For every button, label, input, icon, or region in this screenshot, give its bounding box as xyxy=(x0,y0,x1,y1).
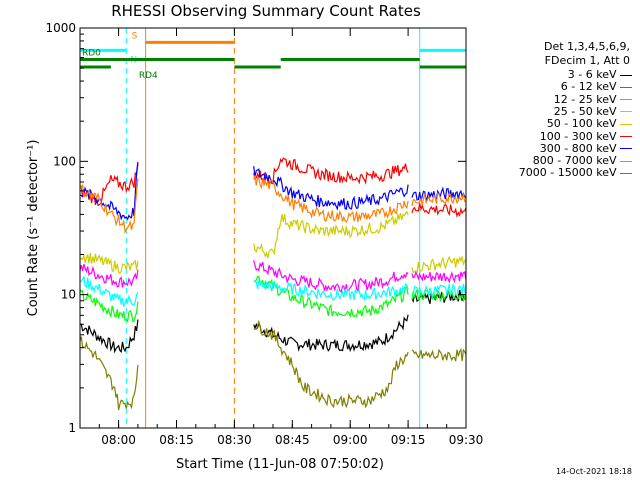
series-6-segment-1 xyxy=(253,166,409,211)
series-8-segment-2 xyxy=(411,347,467,362)
y-tick-label-3: 1000 xyxy=(45,21,76,35)
legend-label: 25 - 50 keV xyxy=(553,104,620,118)
legend-entry-4: 50 - 100 keV xyxy=(547,118,632,130)
y-tick-label-2: 100 xyxy=(53,154,76,168)
series-1-segment-0 xyxy=(79,263,139,288)
series-8-segment-1 xyxy=(253,319,409,409)
series-4-segment-0 xyxy=(79,253,139,275)
series-0-segment-0 xyxy=(80,319,139,354)
legend-entry-8: 7000 - 15000 keV xyxy=(519,167,632,179)
series-3-segment-1 xyxy=(253,279,409,302)
timestamp-footer: 14-Oct-2021 18:18 xyxy=(556,467,632,476)
legend-label: 12 - 25 keV xyxy=(553,92,620,106)
flag-label-rd4: RD4 xyxy=(139,71,158,81)
x-tick-label-3: 08:45 xyxy=(275,433,310,447)
legend-entry-2: 12 - 25 keV xyxy=(553,92,632,106)
legend-swatch xyxy=(620,136,632,137)
legend-swatch xyxy=(620,99,632,101)
legend-entry-0: 3 - 6 keV xyxy=(568,69,632,81)
y-axis-label: Count Rate (s⁻¹ detector⁻¹) xyxy=(26,140,41,317)
x-tick-label-5: 09:15 xyxy=(391,433,426,447)
legend-entry-6: 300 - 800 keV xyxy=(539,141,632,155)
x-tick-label-1: 08:15 xyxy=(159,433,194,447)
y-tick-label-0: 1 xyxy=(68,421,76,435)
x-tick-label-0: 08:00 xyxy=(101,433,136,447)
chart-title: RHESSI Observing Summary Count Rates xyxy=(111,2,421,20)
series-2-segment-0 xyxy=(79,288,139,323)
legend-swatch xyxy=(620,123,632,125)
legend-entry-1: 6 - 12 keV xyxy=(561,81,632,93)
x-tick-label-4: 09:00 xyxy=(333,433,368,447)
series-5-segment-1 xyxy=(253,157,409,185)
legend-swatch xyxy=(620,74,632,76)
flag-label-s: S xyxy=(132,31,138,41)
axis-ticks: 08:00 08:15 08:30 08:45 09:00 09:15 09:30 1 10 10… xyxy=(45,21,483,447)
series-3-segment-0 xyxy=(79,275,139,307)
legend-entry-5: 100 - 300 keV xyxy=(539,129,632,143)
series-1-segment-1 xyxy=(253,260,409,293)
series-7-segment-0 xyxy=(79,178,139,234)
legend-header-line-2: FDecim 1, Att 0 xyxy=(544,54,630,67)
legend-label: 6 - 12 keV xyxy=(560,80,620,94)
series-8-segment-0 xyxy=(79,336,139,411)
legend-swatch xyxy=(620,160,632,162)
legend-swatch xyxy=(620,86,632,88)
legend-label: 50 - 100 keV xyxy=(546,117,620,131)
series-7-segment-1 xyxy=(253,175,409,224)
legend-swatch xyxy=(620,172,632,174)
series-0-segment-1 xyxy=(253,314,409,353)
legend-label: 7000 - 15000 keV xyxy=(518,166,620,180)
series-lines xyxy=(79,157,467,411)
flag-label-rd0: RD0 xyxy=(82,49,101,59)
series-5-segment-2 xyxy=(411,203,467,218)
x-tick-label-2: 08:30 xyxy=(217,433,252,447)
legend-label: 800 - 7000 keV xyxy=(532,154,620,168)
legend-entry-7: 800 - 7000 keV xyxy=(533,155,632,167)
legend-label: 3 - 6 keV xyxy=(567,68,620,81)
legend-label: 100 - 300 keV xyxy=(539,129,620,143)
x-tick-label-6: 09:30 xyxy=(449,433,484,447)
legend-swatch xyxy=(620,148,632,150)
state-flags: SNRD0RD4 xyxy=(80,31,466,81)
series-0-segment-2 xyxy=(411,288,467,304)
series-1-segment-2 xyxy=(411,270,467,284)
series-4-segment-1 xyxy=(253,210,409,259)
series-2-segment-1 xyxy=(253,275,409,319)
x-axis-label: Start Time (11-Jun-08 07:50:02) xyxy=(176,457,384,472)
legend-entry-3: 25 - 50 keV xyxy=(553,104,632,118)
series-4-segment-2 xyxy=(411,255,467,274)
series-7-segment-2 xyxy=(411,191,467,207)
series-5-segment-0 xyxy=(79,164,139,207)
legend-label: 300 - 800 keV xyxy=(539,141,620,155)
y-tick-label-1: 10 xyxy=(61,288,76,302)
legend-header-line-1: Det 1,3,4,5,6,9, xyxy=(543,40,630,53)
legend-swatch xyxy=(620,111,632,113)
series-3-segment-2 xyxy=(411,282,467,299)
